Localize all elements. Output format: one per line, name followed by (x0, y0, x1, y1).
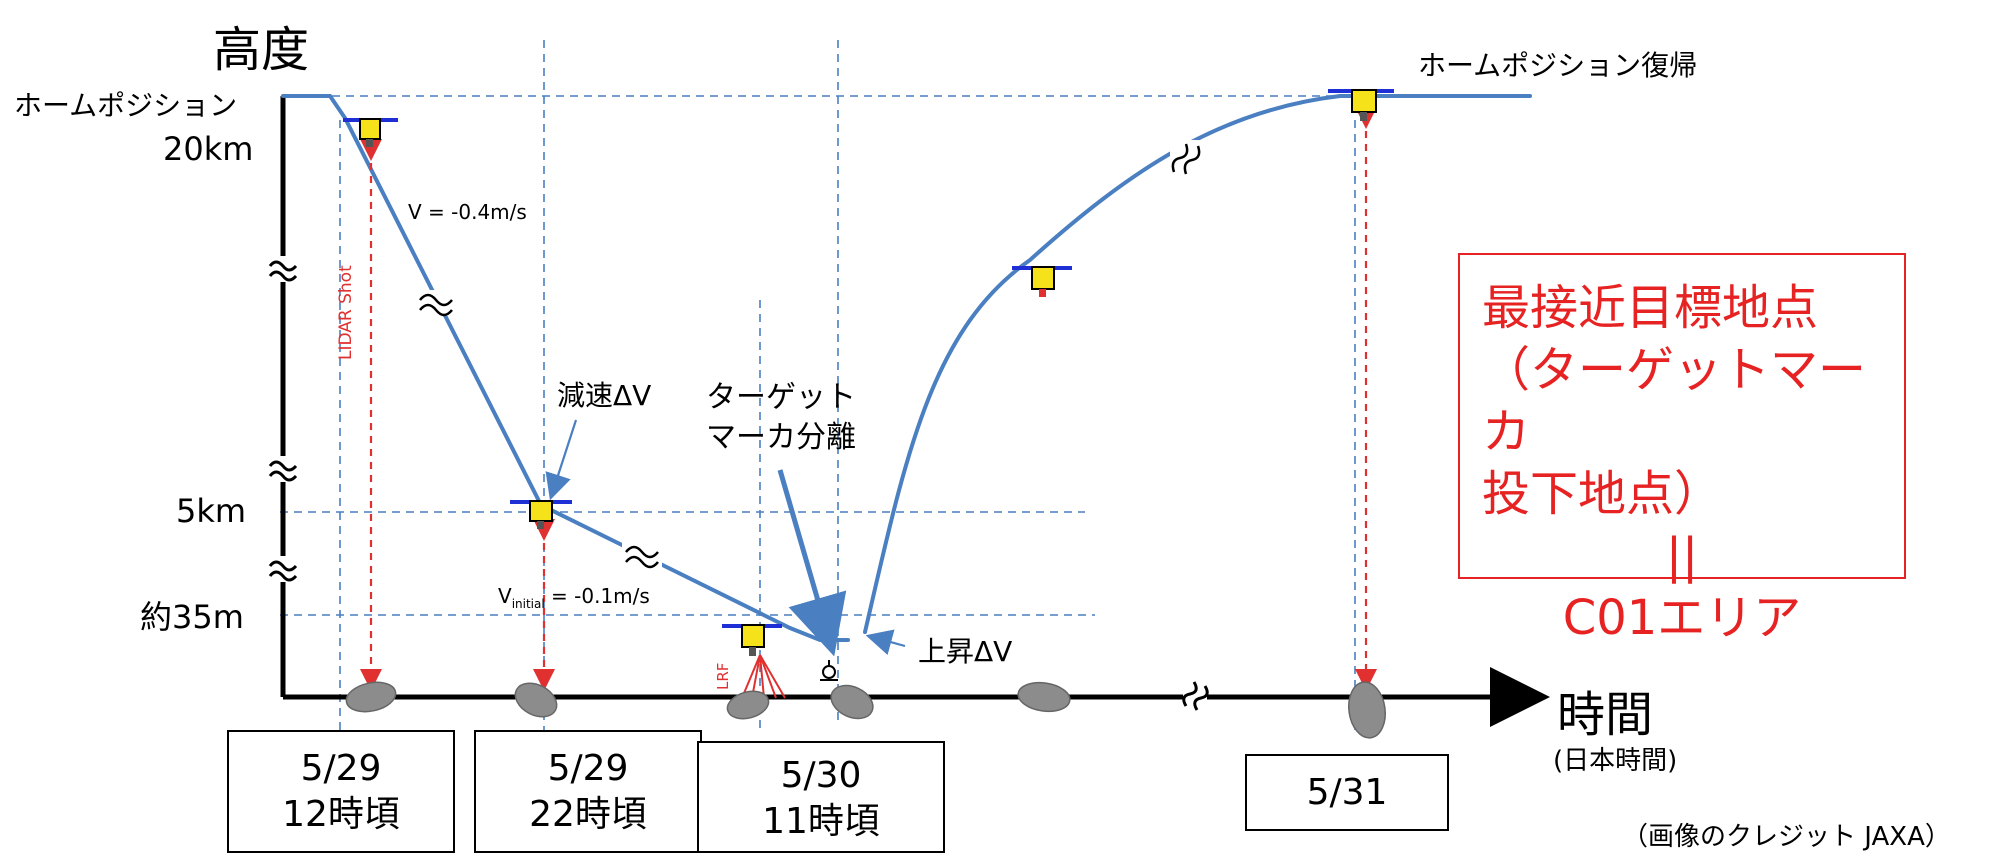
date-2-time: 22時頃 (529, 794, 647, 835)
ascent-arrow (865, 629, 906, 655)
red-box-line5: C01エリア (1562, 590, 1802, 646)
red-box-line1: 最接近目標地点 (1482, 280, 1819, 336)
separation-label-line1: ターゲット (706, 380, 856, 415)
home-altitude-label: 20km (163, 130, 254, 168)
ascent-label: 上昇ΔV (918, 635, 1013, 668)
asteroid-icon (345, 681, 397, 713)
horizontal-guides (280, 95, 1395, 616)
date-box-1: 5/29 12時頃 (227, 730, 455, 853)
lrf-label: LRF (714, 662, 732, 690)
ascent-segment (863, 94, 1532, 634)
home-position-label: ホームポジション (14, 89, 238, 122)
x-axis-subtitle: (日本時間) (1553, 746, 1678, 776)
approx-35m-label: 約35m (140, 598, 244, 636)
lidar-shot-label: LIDAR Shot (336, 265, 356, 360)
date-box-4: 5/31 (1245, 754, 1449, 831)
v-initial-sub: initial (511, 597, 545, 611)
lidar-arrows (360, 107, 1377, 691)
separation-label-line2: マーカ分離 (706, 420, 856, 455)
v-initial-suffix: = -0.1m/s (544, 584, 650, 608)
asteroid-icon (830, 684, 874, 720)
y-axis-breaks (268, 256, 298, 582)
home-return-label: ホームポジション復帰 (1418, 49, 1698, 82)
spacecraft-icon (1328, 89, 1394, 121)
spacecraft-icon (510, 500, 572, 529)
closest-approach-target-box: 最接近目標地点 （ターゲットマーカ 投下地点） || C01エリア (1458, 253, 1906, 646)
red-box-line4: || (1665, 528, 1699, 584)
descent-velocity-label: V = -0.4m/s (408, 200, 527, 224)
red-box-line3: 投下地点） (1482, 466, 1723, 522)
initial-velocity-label: Vinitial = -0.1m/s (498, 584, 650, 611)
asteroid-icon (1348, 681, 1386, 739)
trajectory-path (281, 94, 1532, 642)
spacecraft-icon (343, 118, 398, 147)
asteroid-icon (514, 682, 558, 718)
y-axis-title: 高度 (213, 22, 310, 78)
date-1-time: 12時頃 (282, 794, 400, 835)
asteroid-icon (1017, 681, 1071, 713)
deceleration-label: 減速ΔV (557, 379, 652, 412)
date-1-day: 5/29 (300, 748, 382, 789)
date-4-day: 5/31 (1306, 772, 1388, 813)
decel-arrow (545, 419, 578, 501)
descent-segment (281, 94, 850, 642)
v-initial-prefix: V (498, 584, 512, 608)
date-box-3: 5/30 11時頃 (697, 741, 945, 853)
date-box-2: 5/29 22時頃 (474, 730, 702, 853)
five-km-label: 5km (176, 492, 247, 530)
spacecraft-icons (343, 89, 1394, 656)
target-marker-separation-label: ターゲット マーカ分離 (706, 378, 856, 458)
trajectory-breaks (416, 140, 1204, 570)
image-credit: （画像のクレジット JAXA） (1622, 822, 1951, 852)
spacecraft-icon (722, 624, 782, 656)
spacecraft-icon (1012, 266, 1072, 297)
x-axis-title: 時間 (1557, 687, 1654, 743)
date-3-time: 11時頃 (762, 801, 880, 842)
red-box-line2: （ターゲットマーカ (1482, 342, 1867, 460)
x-axis-break (1182, 681, 1209, 711)
callout-arrows (545, 419, 906, 655)
marker-separation-arrow (777, 469, 847, 657)
asteroid-icons (345, 681, 1386, 739)
target-marker-icon (820, 660, 838, 681)
date-3-day: 5/30 (780, 755, 862, 796)
date-2-day: 5/29 (547, 748, 629, 789)
asteroid-icon (726, 690, 770, 720)
